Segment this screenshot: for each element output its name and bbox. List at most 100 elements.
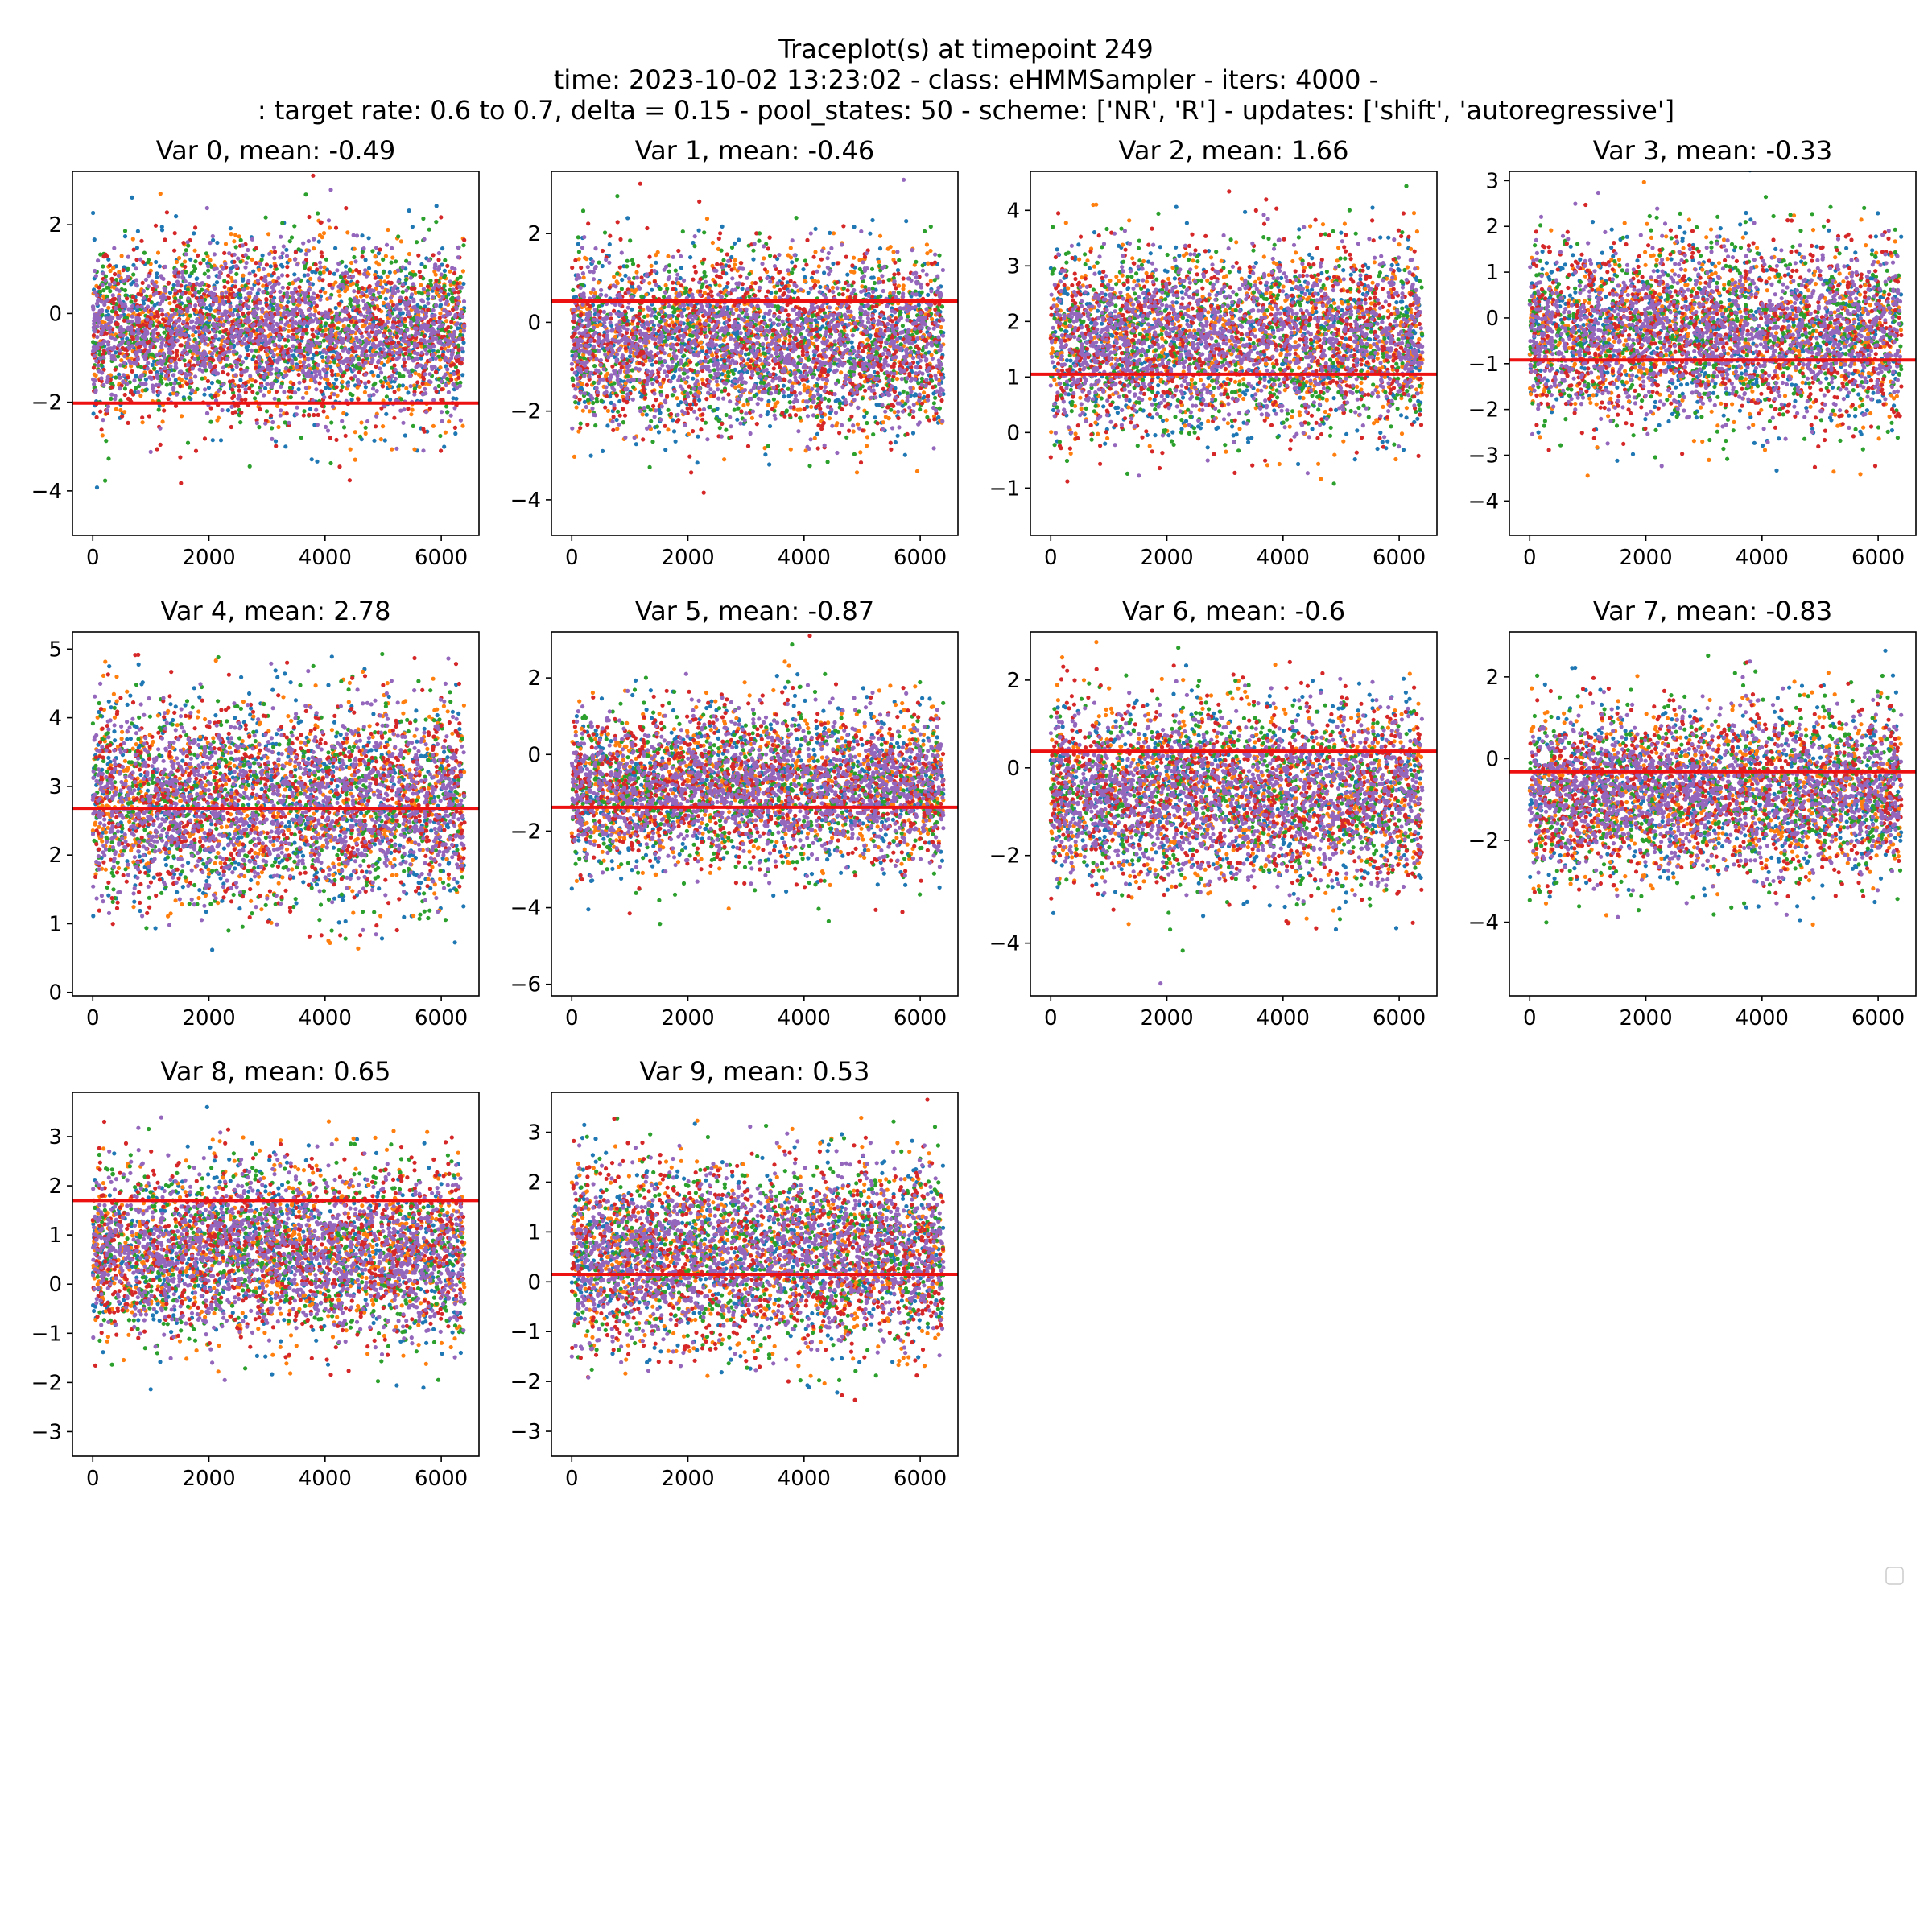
trace-point: [289, 235, 295, 240]
trace-point: [311, 291, 316, 296]
trace-point: [118, 332, 123, 337]
trace-point: [446, 349, 451, 353]
trace-point: [396, 234, 401, 239]
trace-point: [297, 296, 302, 301]
trace-point: [460, 423, 465, 428]
trace-point: [160, 312, 165, 317]
trace-point: [185, 351, 190, 356]
trace-point: [207, 361, 212, 366]
trace-point: [434, 204, 439, 208]
trace-point: [255, 291, 260, 296]
trace-point: [314, 329, 319, 334]
trace-point: [132, 378, 137, 383]
trace-point: [172, 248, 177, 253]
axes-frame: [72, 171, 480, 536]
trace-point: [129, 364, 134, 369]
trace-point: [386, 227, 390, 233]
trace-point: [315, 335, 320, 340]
trace-point: [428, 380, 433, 385]
trace-point: [388, 331, 393, 336]
trace-point: [287, 420, 291, 425]
trace-point: [217, 354, 222, 359]
trace-point: [225, 357, 229, 361]
trace-point: [247, 271, 252, 276]
trace-point: [258, 361, 262, 366]
trace-point: [367, 324, 372, 329]
trace-point: [349, 329, 353, 334]
trace-point: [340, 283, 345, 287]
trace-point: [407, 300, 411, 305]
trace-point: [588, 453, 593, 458]
trace-point: [308, 312, 313, 317]
trace-point: [99, 427, 104, 432]
trace-point: [390, 340, 395, 345]
trace-point: [159, 341, 164, 345]
x-tick-label: 2000: [182, 546, 235, 570]
trace-point: [130, 195, 134, 200]
trace-point: [320, 235, 324, 240]
trace-point: [320, 403, 324, 408]
trace-point: [185, 341, 190, 346]
trace-point: [644, 412, 649, 417]
trace-point: [130, 319, 134, 324]
trace-point: [286, 299, 291, 304]
trace-point: [241, 278, 246, 283]
trace-point: [330, 355, 335, 360]
trace-point: [116, 354, 121, 359]
trace-point: [192, 357, 197, 361]
trace-point: [264, 360, 269, 365]
trace-point: [146, 284, 151, 289]
trace-point: [378, 275, 383, 280]
trace-point: [818, 284, 823, 290]
trace-point: [383, 254, 388, 258]
trace-point: [164, 382, 169, 387]
trace-point: [445, 263, 450, 268]
trace-point: [285, 295, 290, 299]
trace-point: [233, 292, 237, 298]
trace-point: [402, 367, 407, 372]
trace-point: [218, 438, 224, 443]
trace-point: [263, 372, 268, 377]
trace-point: [254, 320, 259, 324]
trace-point: [228, 292, 233, 297]
trace-point: [318, 265, 323, 270]
trace-point: [326, 314, 331, 320]
trace-point: [363, 431, 368, 436]
trace-point: [363, 258, 368, 262]
trace-point: [271, 270, 276, 276]
trace-point: [696, 228, 701, 233]
trace-point: [155, 271, 159, 276]
trace-point: [852, 225, 857, 229]
trace-point: [148, 294, 153, 299]
trace-point: [287, 239, 292, 244]
trace-point: [354, 324, 359, 329]
trace-point: [328, 188, 333, 192]
trace-point: [143, 333, 148, 338]
trace-point: [301, 241, 306, 246]
trace-point: [226, 349, 232, 354]
trace-point: [171, 387, 176, 392]
trace-point: [307, 214, 312, 220]
trace-point: [404, 295, 409, 300]
trace-point: [254, 339, 259, 344]
trace-point: [167, 295, 171, 300]
trace-point: [412, 344, 417, 349]
trace-point: [309, 457, 314, 462]
trace-point: [445, 342, 450, 347]
trace-point: [193, 329, 198, 335]
trace-point: [417, 384, 422, 390]
trace-point: [243, 296, 248, 301]
trace-point: [333, 333, 338, 338]
trace-point: [291, 344, 295, 349]
trace-point: [94, 301, 100, 306]
trace-point: [95, 329, 101, 334]
trace-point: [244, 333, 249, 338]
trace-point: [444, 364, 448, 369]
trace-point: [391, 287, 396, 291]
trace-point: [138, 324, 142, 328]
trace-point: [337, 366, 342, 371]
trace-point: [389, 345, 394, 349]
trace-point: [162, 330, 167, 335]
trace-point: [197, 299, 202, 303]
trace-point: [357, 369, 361, 375]
